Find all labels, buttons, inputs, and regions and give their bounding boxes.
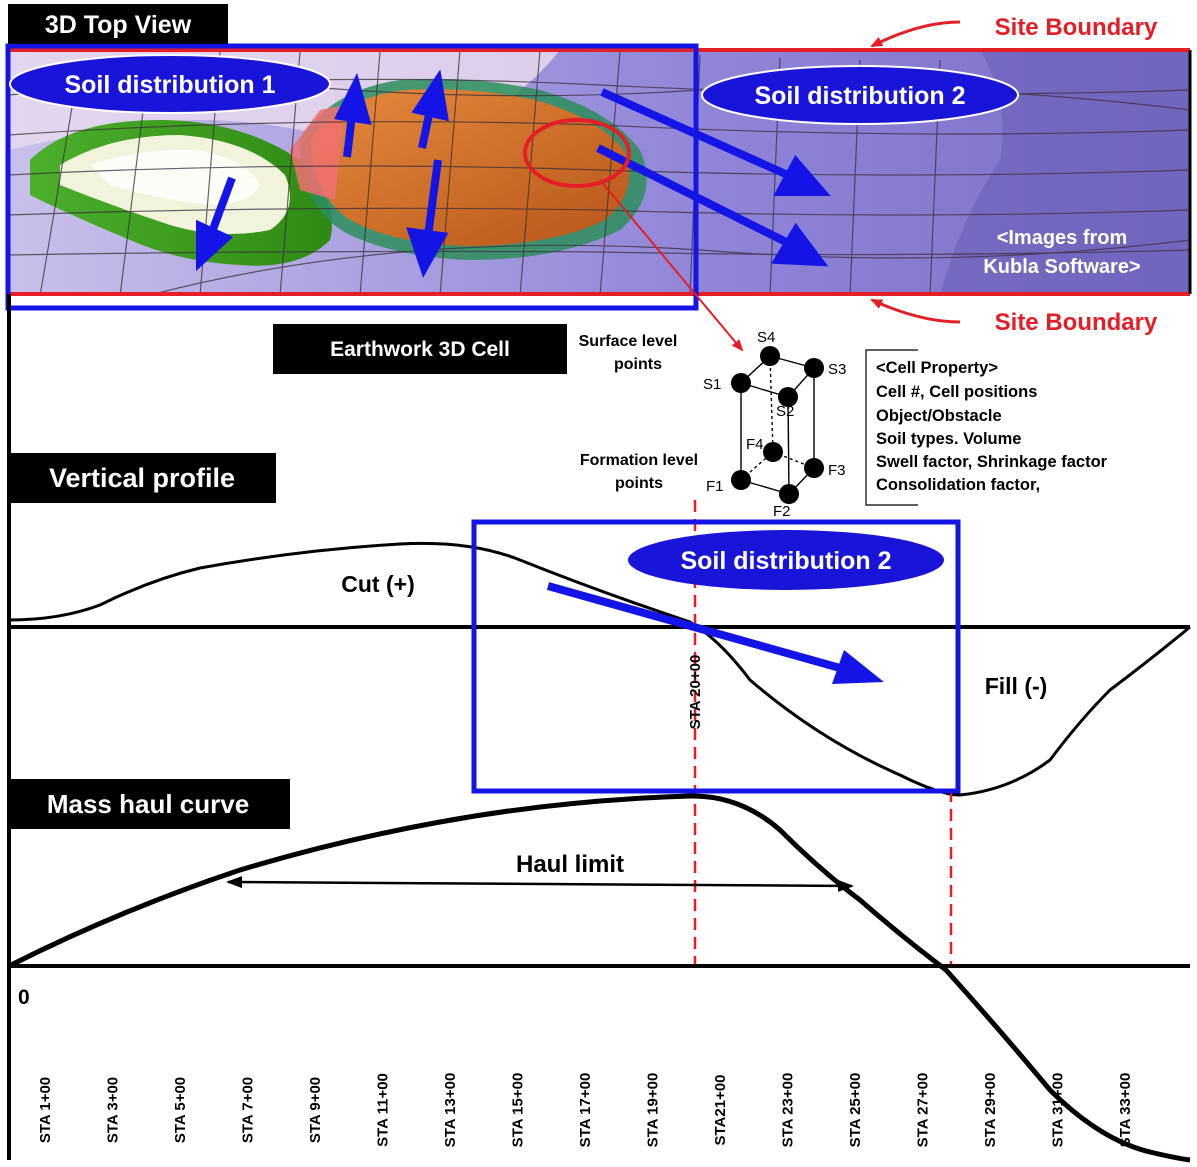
station-label: STA 3+00 <box>105 1077 122 1143</box>
cell-property-list: <Cell Property> Cell #, Cell positions O… <box>865 349 1108 506</box>
mass-haul-title: Mass haul curve <box>8 779 290 829</box>
formation-label-line2: points <box>615 475 663 492</box>
earthwork-cell-title-text: Earthwork 3D Cell <box>330 338 510 361</box>
site-boundary-label-top: Site Boundary <box>995 14 1158 41</box>
cell-pointer-line <box>599 179 744 352</box>
vertical-profile-title-text: Vertical profile <box>49 463 235 493</box>
image-credit-line2: Kubla Software> <box>983 256 1140 278</box>
cell-property-line-4: Soil types. Volume <box>876 430 1021 448</box>
station-label: STA 31+00 <box>1050 1073 1067 1148</box>
top-view-title-text: 3D Top View <box>45 11 192 39</box>
soil-flow-arrow-profile <box>546 582 884 684</box>
cell-property-line-1: <Cell Property> <box>876 359 998 377</box>
point-s3: S3 <box>828 361 846 378</box>
fill-label: Fill (-) <box>985 673 1048 699</box>
earthwork-3d-cell: S1 S2 S3 S4 F1 F2 F3 F4 Surface level po… <box>579 329 847 520</box>
station-label: STA 7+00 <box>240 1077 257 1143</box>
point-s4: S4 <box>757 329 775 346</box>
image-credit: <Images from Kubla Software> <box>983 227 1140 278</box>
zero-label: 0 <box>18 986 30 1009</box>
station-label: STA 5+00 <box>172 1077 189 1143</box>
station-label: STA 29+00 <box>982 1073 999 1148</box>
formation-label-line1: Formation level <box>580 452 698 469</box>
station-label: STA 11+00 <box>375 1073 392 1147</box>
ground-profile-curve <box>8 541 1191 797</box>
top-view-title: 3D Top View <box>8 4 228 44</box>
cell-location-marker <box>523 118 631 188</box>
cell-property-line-2: Cell #, Cell positions <box>876 383 1037 401</box>
image-credit-line1: <Images from <box>997 227 1128 249</box>
station-label: STA 15+00 <box>510 1073 527 1148</box>
station-labels: STA 1+00 STA 3+00 STA 5+00 STA 7+00 STA 9+00… <box>37 1073 1134 1148</box>
station-label: STA 27+00 <box>915 1073 932 1148</box>
mass-haul-title-text: Mass haul curve <box>47 789 249 819</box>
soil-distribution-1-label: Soil distribution 1 <box>9 54 331 114</box>
cell-property-line-5: Swell factor, Shrinkage factor <box>876 453 1108 471</box>
station-label: STA 33+00 <box>1117 1073 1134 1148</box>
station-label: STA 23+00 <box>780 1073 797 1148</box>
cell-property-line-3: Object/Obstacle <box>876 407 1002 425</box>
surface-label-line1: Surface level <box>579 333 678 350</box>
site-boundary <box>8 48 1192 296</box>
point-f4: F4 <box>746 436 764 453</box>
station-label: STA 1+00 <box>37 1077 54 1143</box>
soil-distribution-2-label-top: Soil distribution 2 <box>701 65 1019 125</box>
soil-distribution-2-box <box>471 519 961 794</box>
site-boundary-callout-top: Site Boundary <box>870 14 1158 48</box>
soil-distribution-2-text-profile: Soil distribution 2 <box>680 547 891 575</box>
soil-flow-arrows-top <box>196 69 831 278</box>
earthwork-cell-title: Earthwork 3D Cell <box>273 324 567 374</box>
point-s2: S2 <box>776 403 794 420</box>
surface-label-line2: points <box>614 356 662 373</box>
point-f2: F2 <box>773 503 791 520</box>
vertical-profile-title: Vertical profile <box>8 453 276 503</box>
cell-property-line-6: Consolidation factor, <box>876 476 1040 494</box>
station-label: STA21+00 <box>712 1074 729 1145</box>
station-label: STA 19+00 <box>645 1073 662 1148</box>
point-s1: S1 <box>703 376 721 393</box>
site-boundary-label-bottom: Site Boundary <box>995 309 1158 336</box>
haul-limit-arrow: Haul limit <box>226 851 854 892</box>
point-f1: F1 <box>706 478 724 495</box>
site-boundary-callout-bottom: Site Boundary <box>870 298 1158 336</box>
station-label: STA 17+00 <box>577 1073 594 1148</box>
soil-distribution-1-text: Soil distribution 1 <box>64 71 275 99</box>
cut-label: Cut (+) <box>341 571 414 597</box>
soil-distribution-2-text-top: Soil distribution 2 <box>754 82 965 110</box>
mass-haul-curve <box>7 793 1191 1163</box>
station-label: STA 25+00 <box>847 1073 864 1148</box>
station-label: STA 9+00 <box>307 1077 324 1143</box>
station-label: STA 13+00 <box>442 1073 459 1148</box>
station-marker-label: STA 20+00 <box>687 655 704 730</box>
point-f3: F3 <box>828 462 846 479</box>
haul-limit-label: Haul limit <box>516 851 624 878</box>
soil-distribution-1-box <box>5 43 699 311</box>
soil-distribution-2-label-profile: Soil distribution 2 <box>628 530 944 590</box>
